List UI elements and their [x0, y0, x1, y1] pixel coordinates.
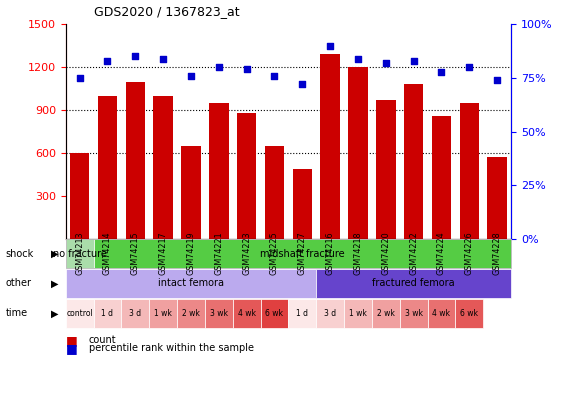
Text: 6 wk: 6 wk: [460, 309, 478, 318]
Text: GSM74225: GSM74225: [270, 232, 279, 275]
Text: other: other: [6, 279, 32, 288]
Text: ■: ■: [66, 342, 78, 355]
Text: GSM74223: GSM74223: [242, 232, 251, 275]
Text: GSM74217: GSM74217: [159, 232, 168, 275]
Point: [325, 43, 335, 49]
Text: 3 d: 3 d: [324, 309, 336, 318]
Text: percentile rank within the sample: percentile rank within the sample: [89, 343, 254, 353]
Point: [493, 77, 502, 83]
Point: [159, 55, 168, 62]
Bar: [98, 96, 117, 239]
Text: 1 wk: 1 wk: [154, 309, 172, 318]
Bar: [70, 153, 89, 239]
Text: GSM74228: GSM74228: [493, 232, 502, 275]
Bar: [126, 81, 145, 239]
Bar: [320, 54, 340, 239]
Point: [437, 68, 446, 75]
Point: [465, 64, 474, 70]
Text: 2 wk: 2 wk: [377, 309, 395, 318]
Text: GSM74227: GSM74227: [297, 232, 307, 275]
Text: GSM74213: GSM74213: [75, 232, 84, 275]
Text: ■: ■: [66, 334, 78, 347]
Text: ▶: ▶: [51, 279, 59, 288]
Text: control: control: [66, 309, 93, 318]
Bar: [404, 84, 423, 239]
Text: count: count: [89, 335, 116, 345]
Text: GSM74224: GSM74224: [437, 232, 446, 275]
Point: [186, 72, 195, 79]
Text: ▶: ▶: [51, 249, 59, 258]
Point: [353, 55, 363, 62]
Point: [297, 81, 307, 87]
Text: GSM74219: GSM74219: [186, 232, 195, 275]
Point: [409, 58, 418, 64]
Text: 6 wk: 6 wk: [266, 309, 283, 318]
Text: 3 d: 3 d: [129, 309, 141, 318]
Text: GSM74218: GSM74218: [353, 232, 363, 275]
Bar: [265, 146, 284, 239]
Bar: [348, 67, 368, 239]
Point: [131, 53, 140, 60]
Bar: [181, 146, 200, 239]
Bar: [432, 116, 451, 239]
Bar: [209, 103, 228, 239]
Text: 4 wk: 4 wk: [238, 309, 256, 318]
Text: fractured femora: fractured femora: [372, 279, 455, 288]
Text: 3 wk: 3 wk: [405, 309, 423, 318]
Text: GSM74222: GSM74222: [409, 232, 418, 275]
Bar: [154, 96, 173, 239]
Bar: [237, 113, 256, 239]
Point: [242, 66, 251, 72]
Text: 2 wk: 2 wk: [182, 309, 200, 318]
Text: time: time: [6, 309, 28, 318]
Text: 3 wk: 3 wk: [210, 309, 228, 318]
Bar: [376, 100, 396, 239]
Text: 1 wk: 1 wk: [349, 309, 367, 318]
Text: GSM74215: GSM74215: [131, 232, 140, 275]
Text: 1 d: 1 d: [296, 309, 308, 318]
Point: [381, 60, 391, 66]
Text: GSM74220: GSM74220: [381, 232, 391, 275]
Bar: [488, 158, 507, 239]
Text: GSM74214: GSM74214: [103, 232, 112, 275]
Text: 1 d: 1 d: [102, 309, 114, 318]
Text: GSM74221: GSM74221: [214, 232, 223, 275]
Text: 4 wk: 4 wk: [432, 309, 451, 318]
Text: intact femora: intact femora: [158, 279, 224, 288]
Text: ▶: ▶: [51, 309, 59, 318]
Text: shock: shock: [6, 249, 34, 258]
Text: GSM74216: GSM74216: [325, 232, 335, 275]
Bar: [292, 169, 312, 239]
Point: [75, 75, 84, 81]
Text: midshaft fracture: midshaft fracture: [260, 249, 344, 258]
Point: [214, 64, 223, 70]
Text: no fracture: no fracture: [53, 249, 107, 258]
Bar: [460, 103, 479, 239]
Text: GDS2020 / 1367823_at: GDS2020 / 1367823_at: [94, 5, 240, 18]
Point: [270, 72, 279, 79]
Point: [103, 58, 112, 64]
Text: GSM74226: GSM74226: [465, 232, 474, 275]
